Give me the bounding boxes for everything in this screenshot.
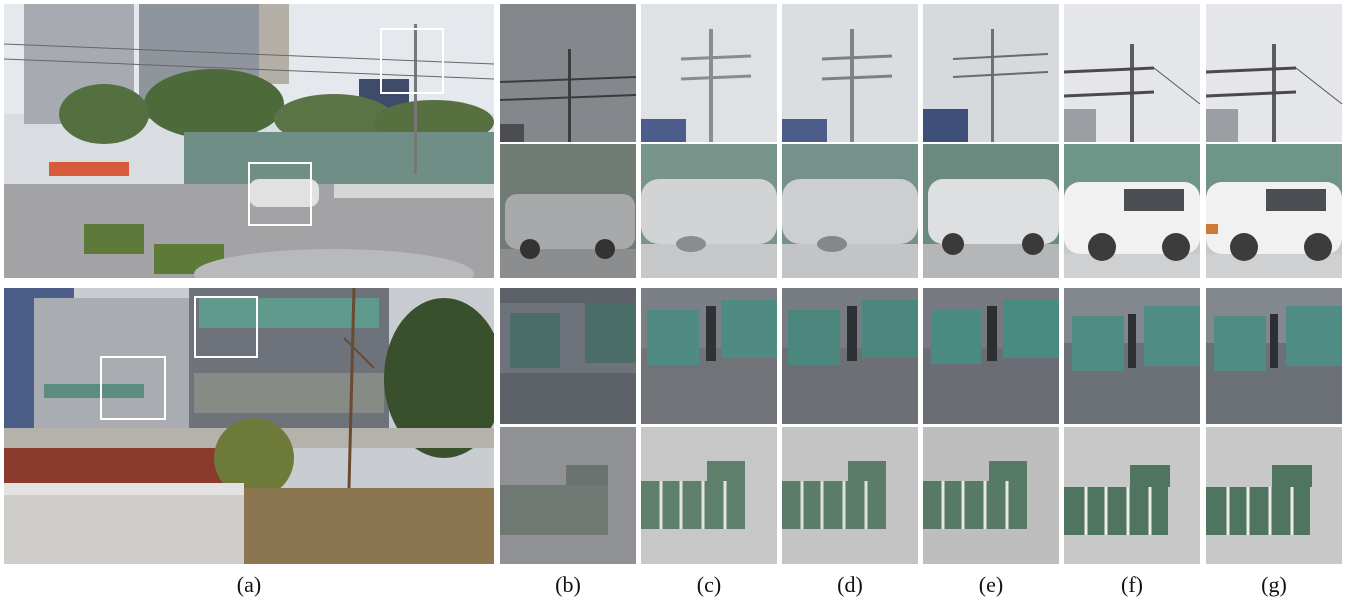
crop-c-car — [641, 144, 777, 278]
crop-d-upper-window — [782, 288, 918, 424]
roi-box-car — [248, 162, 312, 226]
crop-d-car — [782, 144, 918, 278]
crop-b-car — [500, 144, 636, 278]
crop-e-car — [923, 144, 1059, 278]
crop-g-lower-window — [1206, 427, 1342, 564]
crop-f-poles — [1064, 4, 1200, 142]
crop-e-lower-window — [923, 427, 1059, 564]
scene-building-image — [4, 288, 494, 564]
caption-a: (a) — [236, 572, 262, 597]
caption-g: (g) — [1261, 572, 1287, 597]
crop-e-poles — [923, 4, 1059, 142]
crop-g-car — [1206, 144, 1342, 278]
crop-g-poles — [1206, 4, 1342, 142]
roi-box-poles — [380, 28, 444, 94]
caption-d: (d) — [837, 572, 863, 597]
caption-c: (c) — [696, 572, 722, 597]
roi-box-upper-window — [194, 296, 258, 358]
crop-b-lower-window — [500, 427, 636, 564]
crop-d-lower-window — [782, 427, 918, 564]
crop-c-lower-window — [641, 427, 777, 564]
crop-b-upper-window — [500, 288, 636, 424]
crop-d-poles — [782, 4, 918, 142]
caption-e: (e) — [978, 572, 1004, 597]
roi-box-lower-window — [100, 356, 166, 420]
crop-e-upper-window — [923, 288, 1059, 424]
caption-f: (f) — [1121, 572, 1143, 597]
scene-street-image — [4, 4, 494, 278]
crop-b-poles — [500, 4, 636, 142]
crop-f-lower-window — [1064, 427, 1200, 564]
crop-c-upper-window — [641, 288, 777, 424]
crop-f-car — [1064, 144, 1200, 278]
crop-f-upper-window — [1064, 288, 1200, 424]
caption-b: (b) — [555, 572, 581, 597]
crop-g-upper-window — [1206, 288, 1342, 424]
crop-c-poles — [641, 4, 777, 142]
